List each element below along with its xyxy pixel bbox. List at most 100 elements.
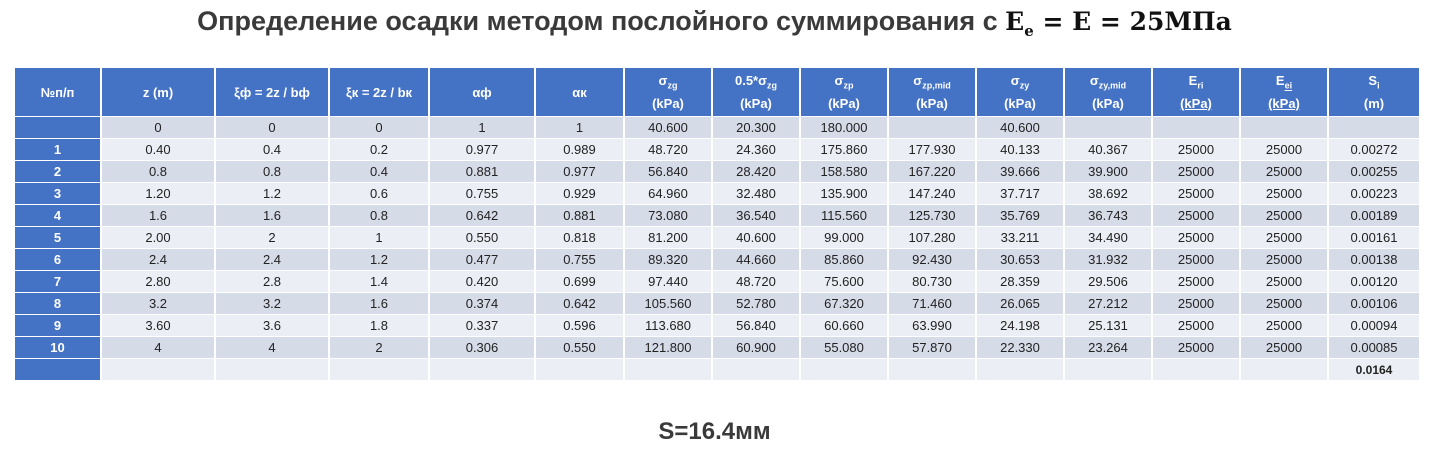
table-cell: 67.320 xyxy=(800,292,889,315)
table-cell: 25000 xyxy=(1152,204,1241,227)
table-cell: 0.4 xyxy=(329,160,430,183)
table-row: 3 1.20 1.2 0.6 0.755 0.929 64.960 32.480 135.900… xyxy=(15,182,1421,205)
table-cell: 99.000 xyxy=(800,226,889,249)
table-cell: 0.00223 xyxy=(1328,182,1421,205)
table-cell: 0.755 xyxy=(535,248,625,271)
table-cell: 167.220 xyxy=(888,160,977,183)
table-cell xyxy=(1064,358,1153,381)
table-row: 6 2.4 2.4 1.2 0.477 0.755 89.320 44.660 85.860 92… xyxy=(15,248,1421,271)
header-half-sigma-zg: 0.5*σzg (kPa) xyxy=(712,68,801,117)
table-cell: 40.600 xyxy=(712,226,801,249)
table-cell: 56.840 xyxy=(712,314,801,337)
table-cell xyxy=(1240,116,1329,139)
table-cell: 147.240 xyxy=(888,182,977,205)
table-cell: 25000 xyxy=(1152,292,1241,315)
table-cell: 32.480 xyxy=(712,182,801,205)
table-cell: 0.8 xyxy=(101,160,216,183)
row-number: 7 xyxy=(15,270,102,293)
table-cell: 0.00161 xyxy=(1328,226,1421,249)
table-cell: 180.000 xyxy=(800,116,889,139)
table-cell: 0.818 xyxy=(535,226,625,249)
settlement-table: №п/п z (m) ξф = 2z / bф ξк = 2z / bк αф … xyxy=(15,68,1421,381)
header-num: №п/п xyxy=(15,68,102,117)
table-cell: 28.359 xyxy=(976,270,1065,293)
table-cell: 1 xyxy=(429,116,536,139)
row-number: 1 xyxy=(15,138,102,161)
table-cell: 125.730 xyxy=(888,204,977,227)
title-formula: Ee = E = 25МПа xyxy=(1005,7,1232,40)
table-cell: 0.374 xyxy=(429,292,536,315)
table-row: 9 3.60 3.6 1.8 0.337 0.596 113.680 56.840 60.660… xyxy=(15,314,1421,337)
page-title: Определение осадки методом послойного су… xyxy=(0,6,1429,40)
header-sigma-zp-mid: σzp,mid (kPa) xyxy=(888,68,977,117)
header-xi-k: ξк = 2z / bк xyxy=(329,68,430,117)
header-row: №п/п z (m) ξф = 2z / bф ξк = 2z / bк αф … xyxy=(15,68,1421,117)
table-cell xyxy=(1152,358,1241,381)
table-cell: 31.932 xyxy=(1064,248,1153,271)
table-cell: 1 xyxy=(535,116,625,139)
table-cell: 25000 xyxy=(1152,270,1241,293)
row-number xyxy=(15,358,102,381)
header-alpha-k: αк xyxy=(535,68,625,117)
row-number: 4 xyxy=(15,204,102,227)
table-cell: 3.2 xyxy=(101,292,216,315)
table-cell: 25000 xyxy=(1152,182,1241,205)
table-cell: 40.600 xyxy=(624,116,713,139)
header-sigma-zy-mid: σzy,mid (kPa) xyxy=(1064,68,1153,117)
row-number: 5 xyxy=(15,226,102,249)
table-cell: 25000 xyxy=(1240,160,1329,183)
table-cell: 37.717 xyxy=(976,182,1065,205)
table-cell: 22.330 xyxy=(976,336,1065,359)
table-cell: 44.660 xyxy=(712,248,801,271)
table-row: 4 1.6 1.6 0.8 0.642 0.881 73.080 36.540 115.560 1… xyxy=(15,204,1421,227)
table-cell: 1.6 xyxy=(329,292,430,315)
table-cell: 121.800 xyxy=(624,336,713,359)
row-number xyxy=(15,116,102,139)
header-xi-f: ξф = 2z / bф xyxy=(215,68,330,117)
table-cell: 25000 xyxy=(1240,226,1329,249)
table-cell: 0.642 xyxy=(535,292,625,315)
table-cell: 0.596 xyxy=(535,314,625,337)
title-e2-symbol: E xyxy=(1072,7,1092,36)
table-cell: 2 xyxy=(215,226,330,249)
table-cell: 80.730 xyxy=(888,270,977,293)
table-cell: 0.8 xyxy=(329,204,430,227)
table-cell: 0.642 xyxy=(429,204,536,227)
table-cell xyxy=(800,358,889,381)
table-cell: 2.4 xyxy=(215,248,330,271)
table-cell xyxy=(1328,116,1421,139)
table-cell: 85.860 xyxy=(800,248,889,271)
table-cell: 36.743 xyxy=(1064,204,1153,227)
table-cell: 57.870 xyxy=(888,336,977,359)
table-cell: 30.653 xyxy=(976,248,1065,271)
table-row: 1 0.40 0.4 0.2 0.977 0.989 48.720 24.360 175.860… xyxy=(15,138,1421,161)
title-e-symbol: E xyxy=(1005,7,1025,36)
table-cell: 48.720 xyxy=(712,270,801,293)
header-alpha-f: αф xyxy=(429,68,536,117)
table-cell: 92.430 xyxy=(888,248,977,271)
table-cell: 0.929 xyxy=(535,182,625,205)
table-cell: 23.264 xyxy=(1064,336,1153,359)
table-cell: 2.4 xyxy=(101,248,216,271)
table-cell: 0.699 xyxy=(535,270,625,293)
table-cell: 36.540 xyxy=(712,204,801,227)
table-cell: 24.198 xyxy=(976,314,1065,337)
table-cell: 0.00255 xyxy=(1328,160,1421,183)
table-cell: 75.600 xyxy=(800,270,889,293)
table-cell: 64.960 xyxy=(624,182,713,205)
table-cell: 0.550 xyxy=(535,336,625,359)
table-row: 7 2.80 2.8 1.4 0.420 0.699 97.440 48.720 75.600 8… xyxy=(15,270,1421,293)
table-cell xyxy=(1240,358,1329,381)
row-number: 6 xyxy=(15,248,102,271)
table-cell xyxy=(712,358,801,381)
table-cell: 81.200 xyxy=(624,226,713,249)
table-cell xyxy=(215,358,330,381)
table-cell xyxy=(535,358,625,381)
table-cell: 52.780 xyxy=(712,292,801,315)
table-cell: 0.477 xyxy=(429,248,536,271)
title-equals-1: = xyxy=(1033,7,1073,36)
table-cell: 48.720 xyxy=(624,138,713,161)
row-number: 8 xyxy=(15,292,102,315)
table-cell: 89.320 xyxy=(624,248,713,271)
header-z: z (m) xyxy=(101,68,216,117)
